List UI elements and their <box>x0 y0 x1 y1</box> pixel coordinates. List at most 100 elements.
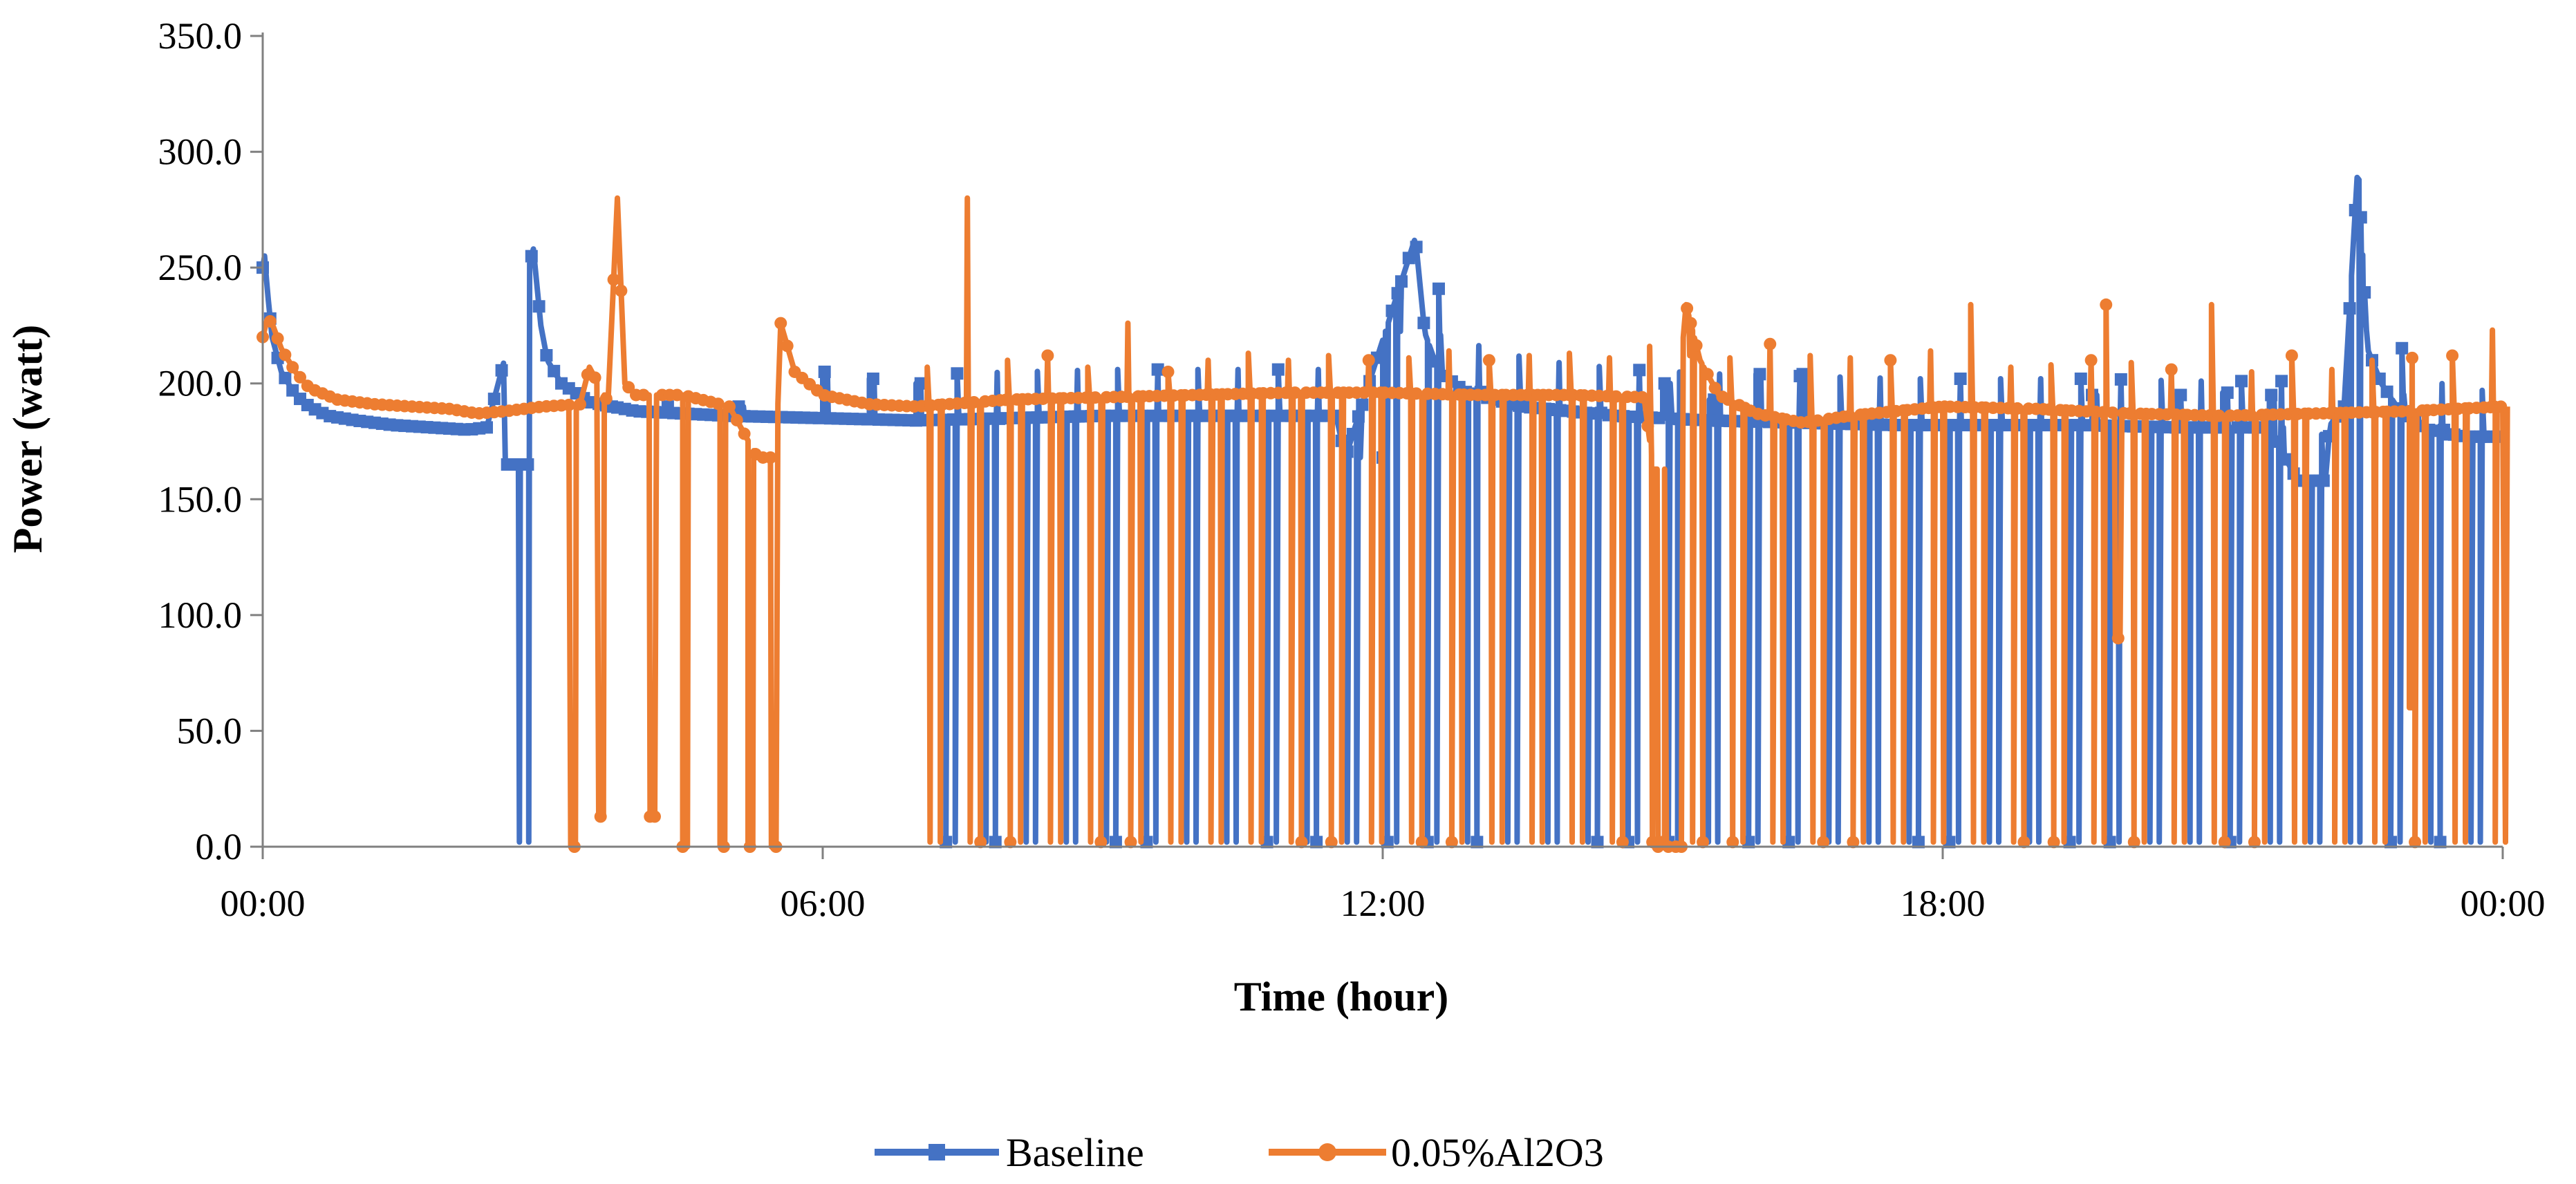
data-point <box>2097 406 2110 419</box>
data-point <box>1697 836 1710 849</box>
y-tick-label: 100.0 <box>158 594 243 636</box>
data-point <box>2244 408 2257 422</box>
y-tick-label: 250.0 <box>158 247 243 288</box>
data-point <box>764 451 777 464</box>
data-point <box>1880 406 1893 419</box>
data-point <box>2270 435 2284 448</box>
data-point <box>1089 391 1102 404</box>
data-point <box>1402 252 1415 265</box>
data-point <box>487 393 501 406</box>
data-point <box>2123 407 2136 420</box>
data-point <box>521 458 534 471</box>
data-point <box>723 400 736 413</box>
data-point <box>2212 409 2225 422</box>
data-point <box>1684 317 1697 330</box>
data-point <box>1295 836 1308 849</box>
data-point <box>2221 386 2234 400</box>
data-point <box>1636 391 1649 404</box>
data-point <box>1471 836 1484 849</box>
y-tick-label: 300.0 <box>158 131 243 173</box>
data-point <box>1633 364 1646 377</box>
data-point <box>982 412 996 425</box>
data-point <box>607 273 620 286</box>
data-point <box>2358 286 2371 299</box>
data-point <box>1410 387 1423 400</box>
data-point <box>1690 339 1703 352</box>
data-point <box>730 413 743 426</box>
y-tick-label: 0.0 <box>196 826 243 867</box>
data-point <box>1721 393 1735 406</box>
data-point <box>2080 405 2093 418</box>
data-point <box>2354 211 2367 224</box>
x-axis: 00:00 06:00 12:00 18:00 00:00 <box>220 845 2546 924</box>
data-point <box>781 339 794 353</box>
data-point <box>2281 408 2295 421</box>
data-point <box>1811 414 1824 427</box>
data-point <box>2100 298 2113 311</box>
data-point <box>1726 836 1739 849</box>
data-point <box>738 427 751 440</box>
data-point <box>914 377 927 390</box>
data-point <box>2011 402 2024 415</box>
data-point <box>910 414 922 427</box>
data-point <box>1708 382 1721 395</box>
data-point <box>866 373 879 386</box>
data-point <box>1954 373 1967 386</box>
data-point <box>1417 317 1430 330</box>
data-point <box>594 810 607 823</box>
data-point <box>548 364 561 377</box>
data-point <box>2084 354 2098 367</box>
data-point <box>1109 836 1122 849</box>
data-point <box>1796 368 1809 381</box>
data-point <box>1441 388 1455 401</box>
data-point <box>2074 373 2087 386</box>
data-point <box>2494 400 2508 413</box>
data-point <box>2442 403 2455 416</box>
data-point <box>1884 354 1897 367</box>
data-point <box>2275 375 2288 388</box>
data-point <box>1912 836 1925 849</box>
x-tick-label: 00:00 <box>2460 883 2545 924</box>
data-point <box>540 349 553 362</box>
data-point <box>1303 409 1316 422</box>
data-point <box>711 397 725 411</box>
data-point <box>774 317 787 330</box>
data-point <box>1391 287 1404 300</box>
data-point <box>1843 409 1856 422</box>
data-point <box>1325 836 1338 849</box>
data-point <box>2160 408 2173 421</box>
data-point <box>532 300 545 313</box>
data-point <box>974 836 987 849</box>
x-tick-label: 12:00 <box>1340 883 1425 924</box>
y-tick-label: 50.0 <box>177 710 243 751</box>
data-point <box>2373 373 2386 386</box>
data-point <box>2403 404 2416 417</box>
data-point <box>1616 836 1629 849</box>
data-point <box>1121 390 1134 403</box>
data-point <box>2285 349 2298 362</box>
data-point <box>1395 275 1408 288</box>
data-point <box>279 371 292 384</box>
x-axis-title: Time (hour) <box>1234 974 1449 1019</box>
data-point <box>2235 375 2248 388</box>
data-point <box>1428 355 1441 368</box>
data-point <box>1385 304 1399 317</box>
data-point <box>1310 836 1323 849</box>
legend-marker-square <box>928 1144 945 1160</box>
data-point <box>1609 390 1623 403</box>
data-point <box>2343 302 2356 315</box>
data-point <box>622 381 635 394</box>
data-point <box>2265 388 2278 402</box>
data-point <box>1346 427 1359 440</box>
data-point <box>1658 377 1671 390</box>
x-tick-label: 18:00 <box>1900 883 1985 924</box>
data-point <box>999 393 1012 406</box>
data-point <box>1158 389 1171 402</box>
data-point <box>2248 836 2261 849</box>
data-point <box>812 411 825 424</box>
series-al2o3 <box>256 195 2510 853</box>
y-tick-label: 150.0 <box>158 478 243 520</box>
data-point <box>2409 836 2422 849</box>
legend-label-baseline: Baseline <box>1006 1130 1144 1175</box>
